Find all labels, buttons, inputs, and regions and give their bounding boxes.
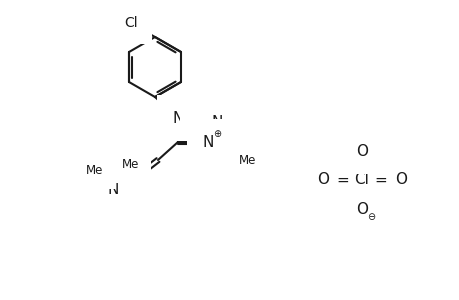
Text: ⊕: ⊕ <box>213 129 221 139</box>
Text: N: N <box>107 182 118 197</box>
Text: Me: Me <box>85 164 103 177</box>
Text: Cl: Cl <box>124 16 138 30</box>
Text: N: N <box>211 115 222 130</box>
Text: O: O <box>394 172 406 188</box>
Text: O: O <box>355 202 367 217</box>
Text: N: N <box>172 110 183 125</box>
Text: =: = <box>374 172 386 188</box>
Text: O: O <box>355 143 367 158</box>
Text: Me: Me <box>122 158 139 171</box>
Text: Me: Me <box>239 154 256 166</box>
Text: N: N <box>195 100 206 115</box>
Text: =: = <box>336 172 349 188</box>
Text: O: O <box>316 172 328 188</box>
Text: N: N <box>202 134 213 149</box>
Text: ⊖: ⊖ <box>366 212 374 222</box>
Text: Cl: Cl <box>354 172 369 188</box>
